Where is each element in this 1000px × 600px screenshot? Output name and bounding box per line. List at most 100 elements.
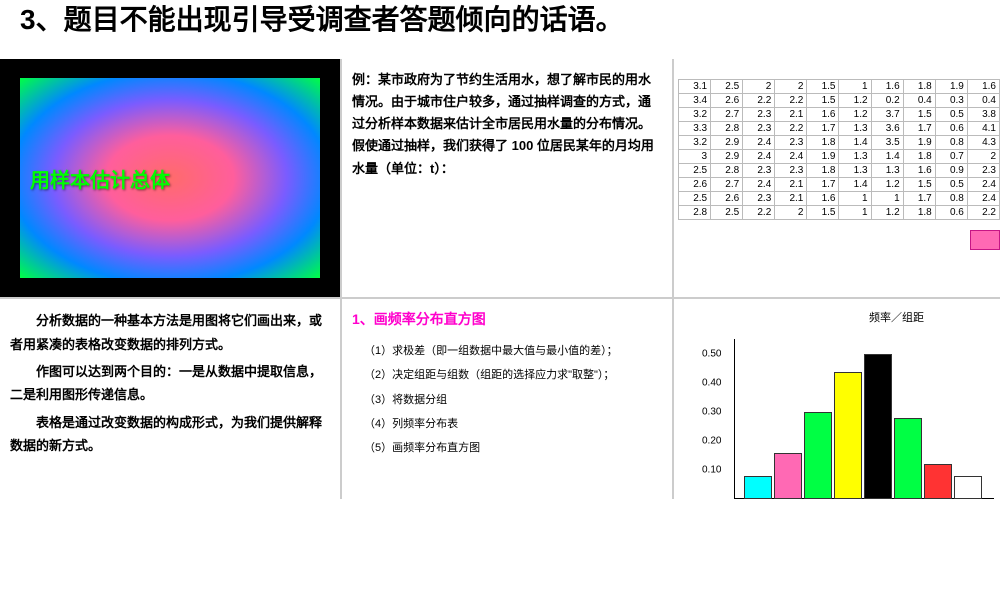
table-cell: 1.3	[839, 150, 871, 164]
ytick-label: 0.50	[702, 349, 721, 360]
table-cell: 0.8	[935, 192, 967, 206]
table-cell: 2	[775, 80, 807, 94]
table-row: 3.22.92.42.31.81.43.51.90.84.3	[679, 136, 1000, 150]
table-cell: 1.5	[807, 206, 839, 220]
table-cell: 3.3	[679, 122, 711, 136]
table-cell: 1.2	[839, 108, 871, 122]
table-cell: 1.5	[903, 108, 935, 122]
pink-marker	[970, 230, 1000, 250]
table-cell: 3	[679, 150, 711, 164]
table-cell: 2.2	[775, 94, 807, 108]
table-cell: 0.7	[935, 150, 967, 164]
step-3: （3）将数据分组	[364, 388, 662, 412]
table-cell: 2.8	[711, 122, 743, 136]
table-cell: 1.9	[935, 80, 967, 94]
data-table: 3.12.5221.511.61.81.91.63.42.62.22.21.51…	[678, 79, 1000, 220]
table-cell: 1.8	[807, 136, 839, 150]
table-row: 3.22.72.32.11.61.23.71.50.53.8	[679, 108, 1000, 122]
table-cell: 2	[775, 206, 807, 220]
example-text: 例：某市政府为了节约生活用水，想了解市民的用水情况。由于城市住户较多，通过抽样调…	[352, 69, 662, 179]
table-cell: 1.6	[807, 192, 839, 206]
table-cell: 0.4	[903, 94, 935, 108]
method-panel: 分析数据的一种基本方法是用图将它们画出来，或者用紧凑的表格改变数据的排列方式。 …	[0, 299, 340, 499]
method-p1: 分析数据的一种基本方法是用图将它们画出来，或者用紧凑的表格改变数据的排列方式。	[10, 309, 330, 356]
table-row: 3.32.82.32.21.71.33.61.70.64.1	[679, 122, 1000, 136]
histogram-chart-panel: 频率／组距 0.100.200.300.400.50	[674, 299, 1000, 499]
table-cell: 1.8	[903, 80, 935, 94]
table-cell: 1.4	[839, 178, 871, 192]
table-cell: 1	[839, 80, 871, 94]
table-cell: 2.2	[743, 94, 775, 108]
table-cell: 1.7	[807, 122, 839, 136]
table-cell: 2.3	[743, 164, 775, 178]
method-p3: 表格是通过改变数据的构成形式，为我们提供解释数据的新方式。	[10, 411, 330, 458]
table-cell: 2.3	[743, 192, 775, 206]
table-cell: 1.7	[903, 192, 935, 206]
table-cell: 1.9	[903, 136, 935, 150]
histogram-bar	[954, 476, 982, 499]
table-cell: 1.8	[903, 150, 935, 164]
table-cell: 3.2	[679, 136, 711, 150]
table-cell: 2.2	[775, 122, 807, 136]
table-cell: 2.8	[679, 206, 711, 220]
table-cell: 2	[743, 80, 775, 94]
table-cell: 0.5	[935, 178, 967, 192]
table-cell: 1.3	[839, 122, 871, 136]
method-p2: 作图可以达到两个目的：一是从数据中提取信息，二是利用图形传递信息。	[10, 360, 330, 407]
histogram-steps-panel: 1、画频率分布直方图 （1）求极差（即一组数据中最大值与最小值的差）； （2）决…	[342, 299, 672, 499]
table-cell: 1.2	[871, 178, 903, 192]
table-row: 2.82.52.221.511.21.80.62.2	[679, 206, 1000, 220]
histogram-bar	[834, 372, 862, 500]
table-cell: 2.4	[775, 150, 807, 164]
gradient-title: 用样本估计总体	[30, 164, 170, 193]
table-cell: 2.6	[711, 192, 743, 206]
table-cell: 2.2	[967, 206, 999, 220]
table-cell: 2.5	[711, 206, 743, 220]
table-cell: 1.5	[807, 94, 839, 108]
table-row: 3.42.62.22.21.51.20.20.40.30.4	[679, 94, 1000, 108]
table-cell: 0.2	[871, 94, 903, 108]
table-row: 2.52.82.32.31.81.31.31.60.92.3	[679, 164, 1000, 178]
table-cell: 1.4	[871, 150, 903, 164]
table-cell: 2.6	[679, 178, 711, 192]
table-cell: 2.7	[711, 178, 743, 192]
table-cell: 1.5	[903, 178, 935, 192]
table-cell: 1.4	[839, 136, 871, 150]
table-cell: 3.8	[967, 108, 999, 122]
table-cell: 4.1	[967, 122, 999, 136]
table-cell: 2.4	[743, 136, 775, 150]
table-cell: 0.5	[935, 108, 967, 122]
table-row: 2.52.62.32.11.6111.70.82.4	[679, 192, 1000, 206]
histogram-bar	[804, 412, 832, 499]
ytick-label: 0.20	[702, 436, 721, 447]
ytick-label: 0.40	[702, 378, 721, 389]
table-cell: 0.8	[935, 136, 967, 150]
table-cell: 2.4	[743, 178, 775, 192]
gradient-box: 用样本估计总体	[20, 78, 320, 278]
table-cell: 3.6	[871, 122, 903, 136]
step-1: （1）求极差（即一组数据中最大值与最小值的差）；	[364, 339, 662, 363]
table-row: 3.12.5221.511.61.81.91.6	[679, 80, 1000, 94]
table-cell: 1	[839, 192, 871, 206]
table-cell: 1.8	[903, 206, 935, 220]
table-cell: 1.3	[839, 164, 871, 178]
table-cell: 2.1	[775, 192, 807, 206]
table-cell: 2.1	[775, 108, 807, 122]
table-cell: 1.7	[903, 122, 935, 136]
table-cell: 1.7	[807, 178, 839, 192]
page-title: 3、题目不能出现引导受调查者答题倾向的话语。	[20, 0, 980, 39]
histogram-bar	[744, 476, 772, 499]
table-cell: 0.4	[967, 94, 999, 108]
table-cell: 1.5	[807, 80, 839, 94]
table-cell: 1.6	[903, 164, 935, 178]
table-cell: 2	[967, 150, 999, 164]
table-cell: 2.4	[967, 178, 999, 192]
table-cell: 2.3	[743, 122, 775, 136]
step-4: （4）列频率分布表	[364, 412, 662, 436]
chart-area: 0.100.200.300.400.50	[734, 339, 994, 499]
table-cell: 2.4	[967, 192, 999, 206]
chart-ylabel: 频率／组距	[869, 309, 924, 325]
table-cell: 3.4	[679, 94, 711, 108]
table-cell: 0.6	[935, 122, 967, 136]
table-cell: 3.7	[871, 108, 903, 122]
